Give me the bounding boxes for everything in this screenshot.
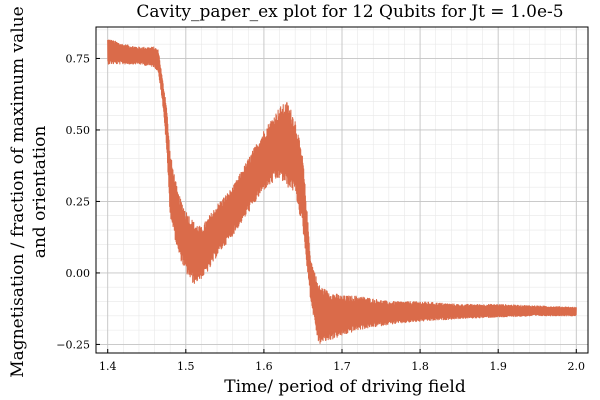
- y-axis-ticks: −0.25 0.00 0.25 0.50 0.75: [56, 52, 100, 351]
- x-axis-label: Time/ period of driving field: [224, 377, 466, 397]
- y-tick-label: 0.75: [66, 52, 91, 65]
- series-layer: [107, 39, 577, 344]
- x-tick-label: 1.5: [177, 360, 195, 373]
- y-axis-label-line2: and orientation: [30, 126, 50, 259]
- y-tick-label: −0.25: [56, 338, 90, 351]
- y-tick-label: 0.00: [66, 267, 91, 280]
- y-tick-label: 0.25: [66, 195, 91, 208]
- x-axis-ticks: 1.4 1.5 1.6 1.7 1.8 1.9 2.0: [99, 349, 585, 373]
- x-tick-label: 1.8: [411, 360, 429, 373]
- y-axis-label-line1: Magnetisation / fraction of maximum valu…: [8, 6, 28, 377]
- major-grid: [96, 27, 588, 353]
- x-tick-label: 1.9: [489, 360, 507, 373]
- x-tick-label: 1.7: [333, 360, 351, 373]
- x-tick-label: 2.0: [568, 360, 586, 373]
- x-tick-label: 1.4: [99, 360, 117, 373]
- y-tick-label: 0.50: [66, 124, 91, 137]
- series-line: [107, 39, 577, 344]
- chart-title: Cavity_paper_ex plot for 12 Qubits for J…: [136, 2, 563, 22]
- x-tick-label: 1.6: [255, 360, 273, 373]
